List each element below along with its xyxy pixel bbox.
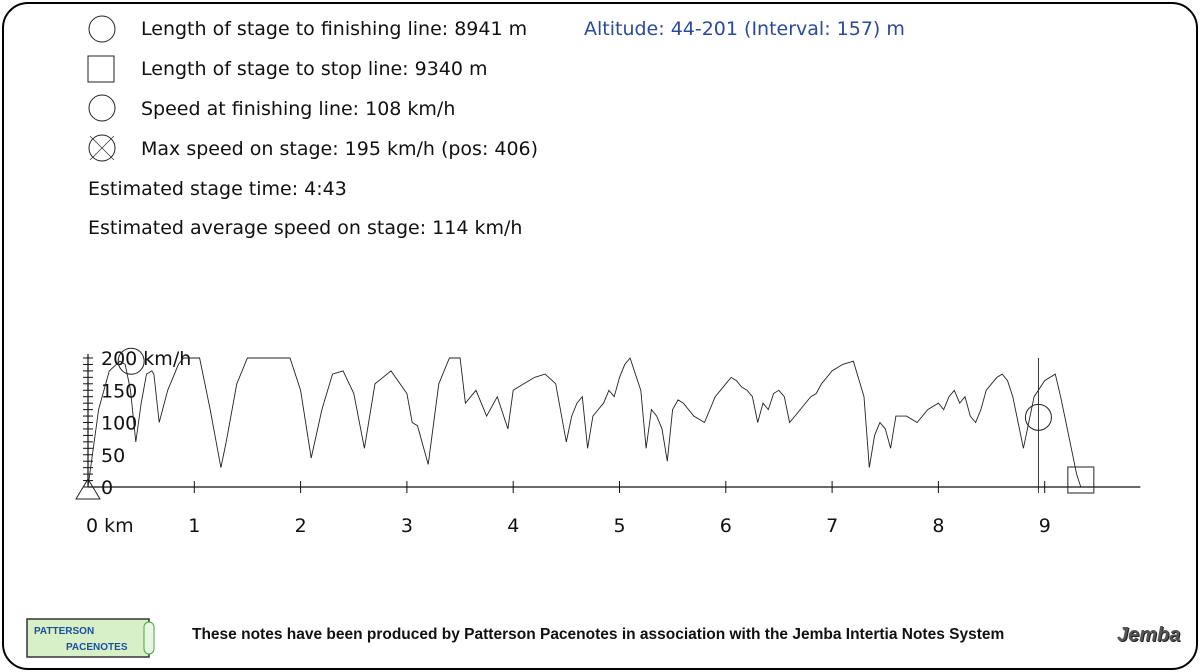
x-tick-label: 7 (826, 515, 838, 537)
finish-length-text: Length of stage to finishing line: 8941 … (141, 18, 528, 40)
logo-left-line2: PACENOTES (66, 642, 128, 653)
y-tick-label: 50 (101, 445, 125, 467)
max-speed-marker (117, 347, 145, 375)
x-tick-label: 1 (188, 515, 200, 537)
y-tick-label: 200 km/h (101, 348, 191, 370)
footer-credit: These notes have been produced by Patter… (192, 626, 1005, 643)
chart-series (87, 357, 1082, 488)
altitude-text: Altitude: 44-201 (Interval: 157) m (584, 18, 905, 40)
stop-length-text: Length of stage to stop line: 9340 m (141, 58, 488, 80)
x-tick-label: 4 (507, 515, 519, 537)
speed-series-line (87, 357, 1082, 488)
stage-time-text: Estimated stage time: 4:43 (88, 178, 347, 200)
x-tick-label: 5 (614, 515, 626, 537)
x-tick-label: 3 (401, 515, 413, 537)
x-tick-label: 9 (1039, 515, 1051, 537)
y-tick-label: 100 (101, 413, 137, 435)
chart-markers (75, 347, 1095, 500)
max-speed-icon (88, 134, 116, 162)
y-tick-label: 150 (101, 380, 137, 402)
start-triangle-icon (75, 478, 101, 500)
x-tick-label: 8 (932, 515, 944, 537)
y-tick-label: 0 (101, 477, 113, 499)
finish-speed-text: Speed at finishing line: 108 km/h (141, 98, 456, 120)
logo-left-line1: PATTERSON (34, 626, 94, 637)
x-tick-label: 2 (295, 515, 307, 537)
stop-square-icon (87, 55, 115, 83)
stop-square-marker (1067, 466, 1095, 494)
patterson-pacenotes-logo: PATTERSON PACENOTES (26, 618, 155, 658)
speed-chart: 0 km 1 2 3 4 5 6 7 8 9 0 50 100 150 200 km/h (75, 15, 1141, 537)
average-speed-text: Estimated average speed on stage: 114 km… (88, 217, 523, 239)
finish-circle-icon (88, 15, 116, 43)
chart-ticks (83, 357, 1046, 493)
finish-speed-circle-icon (88, 94, 116, 122)
chart-tick-labels: 0 km 1 2 3 4 5 6 7 8 9 0 50 100 150 200 km/h (86, 348, 1051, 537)
x-tick-label: 6 (720, 515, 732, 537)
finish-speed-marker (1024, 403, 1052, 431)
x-tick-label: 0 km (86, 515, 134, 537)
max-speed-text: Max speed on stage: 195 km/h (pos: 406) (141, 138, 539, 160)
chart-axes (87, 354, 1141, 488)
jemba-logo: Jemba (1117, 624, 1181, 646)
